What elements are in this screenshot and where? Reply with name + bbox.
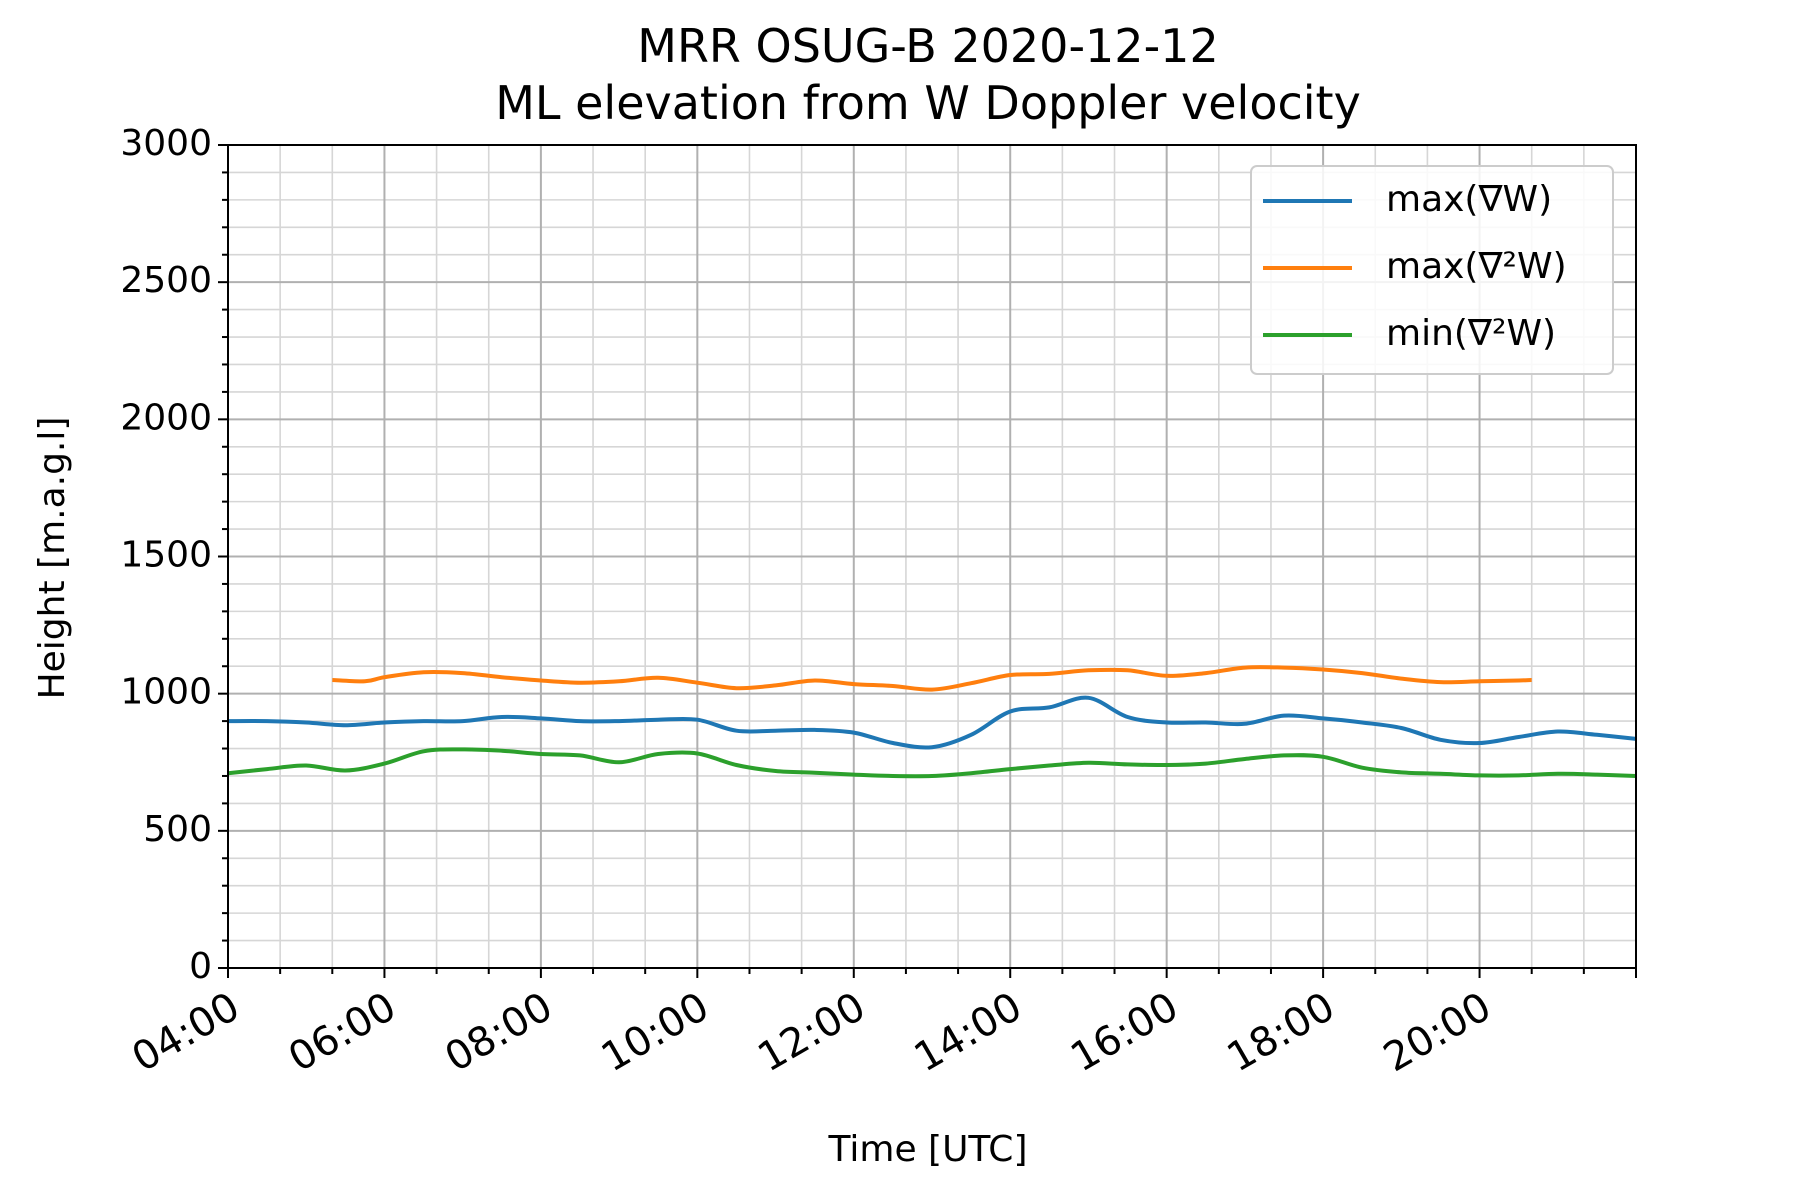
series-layer xyxy=(227,665,1637,779)
legend-box xyxy=(1250,165,1614,375)
series-line-3 xyxy=(227,747,1637,779)
chart-subtitle: ML elevation from W Doppler velocity xyxy=(495,76,1361,130)
y-tick-labels: 0 500 1000 1500 2000 2500 3000 xyxy=(120,123,212,987)
y-tick-label: 1000 xyxy=(120,672,212,713)
y-tick-label: 3000 xyxy=(120,123,212,164)
legend-label-2: max(∇²W) xyxy=(1386,246,1567,287)
legend: max(∇W) max(∇²W) min(∇²W) xyxy=(1250,165,1614,375)
chart-title: MRR OSUG-B 2020-12-12 xyxy=(637,19,1218,73)
axis-ticks xyxy=(218,144,1637,978)
y-axis-label: Height [m.a.g.l] xyxy=(32,417,73,700)
series-line-2 xyxy=(332,665,1532,692)
legend-label-1: max(∇W) xyxy=(1386,179,1552,220)
y-tick-label: 2500 xyxy=(120,260,212,301)
y-tick-label: 500 xyxy=(143,809,212,850)
series-line-1 xyxy=(227,695,1637,750)
y-tick-label: 2000 xyxy=(120,397,212,438)
y-tick-label: 1500 xyxy=(120,535,212,576)
y-tick-label: 0 xyxy=(189,946,212,987)
legend-label-3: min(∇²W) xyxy=(1386,313,1556,354)
x-axis-label: Time [UTC] xyxy=(827,1129,1027,1170)
